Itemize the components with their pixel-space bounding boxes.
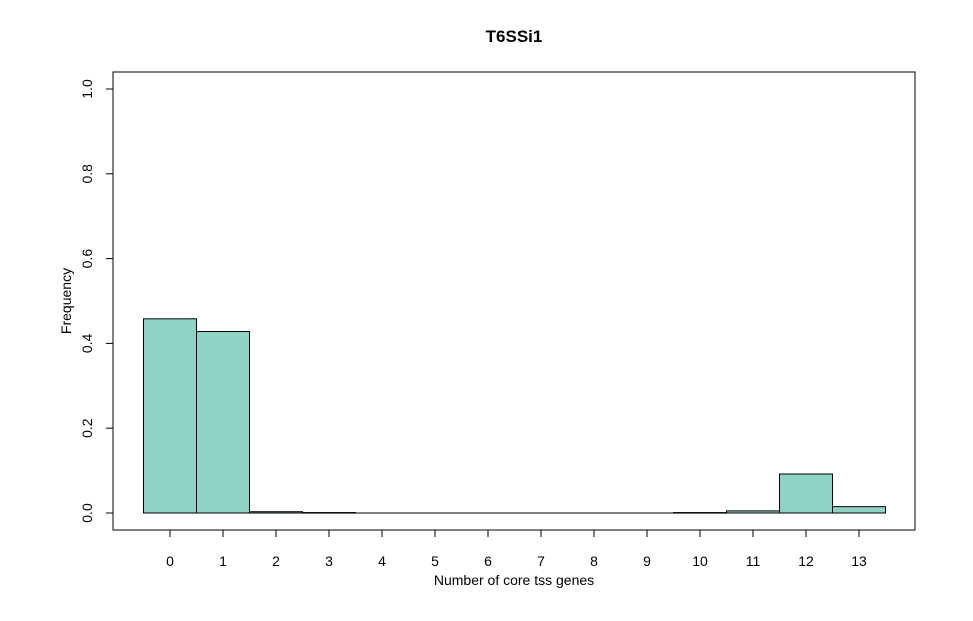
x-tick-label-10: 10: [692, 553, 708, 569]
y-axis-label: Frequency: [58, 268, 74, 334]
x-tick-label-5: 5: [431, 553, 439, 569]
y-axis: 0.0 0.2 0.4 0.6 0.8 1.0: [79, 79, 114, 523]
x-tick-label-2: 2: [272, 553, 280, 569]
bar-12: [779, 473, 833, 514]
y-tick-label-0.0: 0.0: [79, 503, 95, 523]
x-tick-label-13: 13: [851, 553, 867, 569]
x-tick-label-8: 8: [590, 553, 598, 569]
x-tick-label-6: 6: [484, 553, 492, 569]
x-tick-label-0: 0: [166, 553, 174, 569]
chart-title: T6SSi1: [486, 27, 543, 46]
x-tick-label-3: 3: [325, 553, 333, 569]
bars-group: [143, 318, 886, 514]
y-tick-label-0.2: 0.2: [79, 418, 95, 438]
x-tick-label-9: 9: [643, 553, 651, 569]
x-tick-label-7: 7: [537, 553, 545, 569]
x-axis: 0 1 2 3 4 5 6 7 8 9 10 11 12 13: [166, 529, 867, 569]
x-tick-label-12: 12: [798, 553, 814, 569]
bar-13: [832, 506, 886, 514]
y-tick-label-1.0: 1.0: [79, 79, 95, 99]
y-tick-label-0.8: 0.8: [79, 164, 95, 184]
bar-0: [143, 318, 197, 514]
bar-1: [196, 331, 250, 514]
x-tick-label-11: 11: [746, 553, 761, 569]
y-tick-label-0.4: 0.4: [79, 333, 95, 353]
x-axis-label: Number of core tss genes: [434, 572, 594, 588]
x-tick-label-4: 4: [378, 553, 386, 569]
x-tick-label-1: 1: [219, 553, 227, 569]
y-tick-label-0.6: 0.6: [79, 249, 95, 269]
